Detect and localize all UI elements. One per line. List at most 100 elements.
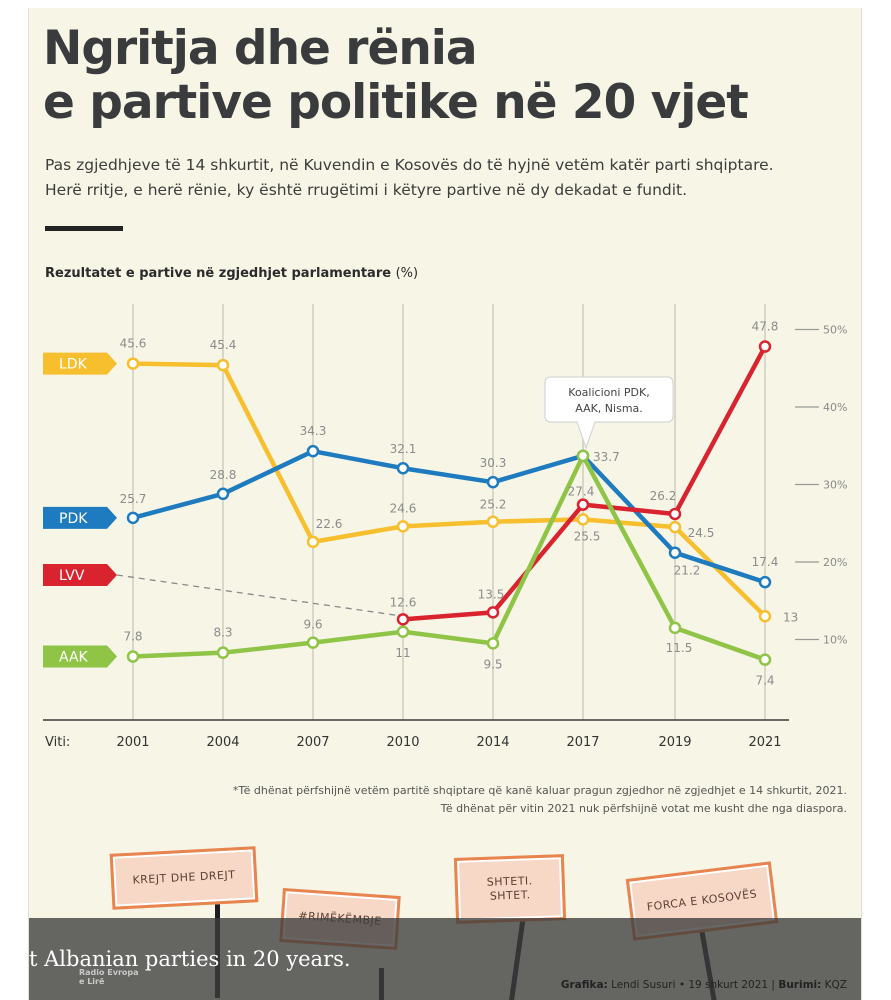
- data-point-lvv: [758, 340, 772, 353]
- infographic-frame: Ngritja dhe rënia e partive politike në …: [28, 8, 862, 1000]
- data-label-ldk: 13: [783, 610, 798, 624]
- data-label-ldk: 25.5: [574, 529, 601, 543]
- y-tick-label: 30%: [823, 479, 847, 492]
- data-point-pdk: [306, 444, 320, 458]
- x-tick-label: 2001: [116, 735, 149, 750]
- series-tag-pdk: [43, 506, 117, 529]
- data-point-lvv: [396, 613, 410, 626]
- data-label-pdk: 30.3: [480, 456, 507, 470]
- y-tick-label: 20%: [823, 556, 847, 569]
- line-chart: 10% 20% 30% 40% 50% Viti: 2001 2004 2007 2010 2014…: [43, 304, 847, 750]
- y-tick-label: 10%: [823, 634, 847, 647]
- data-label-pdk: 21.2: [674, 564, 701, 578]
- sign-text: KREJT DHE DREJT: [132, 868, 236, 887]
- data-point-aak: [306, 636, 320, 649]
- series-line-aak: [130, 453, 768, 662]
- x-tick-label: 2004: [206, 735, 239, 750]
- photo-caption-bar: t Albanian parties in 20 years. Radio Ev…: [29, 918, 861, 1000]
- data-point-pdk: [216, 487, 230, 501]
- subtitle-line-1: Pas zgjedhjeve të 14 shkurtit, në Kuvend…: [45, 156, 774, 174]
- data-point-pdk: [486, 475, 500, 489]
- data-point-ldk: [306, 535, 320, 549]
- series-tag-label-lvv: LVV: [59, 568, 85, 584]
- data-point-aak: [758, 653, 772, 666]
- data-label-aak: 8.3: [213, 626, 232, 640]
- series-line-ldk: [130, 361, 768, 619]
- data-label-ldk: 24.5: [688, 526, 715, 540]
- credit-label-graphics: Grafika:: [560, 979, 608, 991]
- data-label-pdk: 25.7: [120, 492, 147, 506]
- series-tag-aak: [43, 645, 117, 668]
- data-label-aak: 11.5: [666, 641, 693, 655]
- radio-evropa-e-lire-logo: Radio Evropa e Lirë: [79, 968, 139, 986]
- data-label-ldk: 45.4: [210, 338, 237, 352]
- x-tick-label: 2007: [296, 735, 329, 750]
- data-label-aak: 7.4: [755, 674, 774, 688]
- graphic-credit: Grafika: Lendi Susuri • 19 shkurt 2021 |…: [561, 979, 847, 991]
- subtitle: Pas zgjedhjeve të 14 shkurtit, në Kuvend…: [45, 153, 845, 203]
- data-point-pdk: [126, 511, 140, 525]
- data-point-pdk: [668, 546, 682, 559]
- x-axis-label: Viti:: [45, 735, 70, 750]
- y-tick-label: 40%: [823, 401, 847, 414]
- data-point-ldk: [216, 358, 230, 372]
- data-point-aak: [216, 646, 230, 659]
- data-point-aak: [668, 621, 682, 635]
- annotation-callout: [544, 376, 674, 450]
- data-point-aak: [126, 650, 140, 663]
- data-point-aak: [576, 449, 590, 463]
- sign-text: FORCA E KOSOVËS: [646, 887, 758, 914]
- x-tick-label: 2021: [748, 735, 781, 750]
- data-point-aak: [396, 625, 410, 638]
- data-point-pdk: [396, 461, 410, 475]
- data-label-aak: 9.6: [303, 618, 322, 632]
- data-point-ldk: [126, 357, 140, 370]
- footnote-line-1: *Të dhënat përfshijnë vetëm partitë shqi…: [232, 784, 847, 797]
- data-label-lvv: 13.5: [478, 587, 505, 601]
- footnote: *Të dhënat përfshijnë vetëm partitë shqi…: [233, 782, 847, 818]
- data-label-lvv: 27.4: [568, 485, 595, 499]
- credit-label-source: Burimi:: [778, 979, 822, 991]
- data-point-pdk: [758, 575, 772, 589]
- page-title: Ngritja dhe rënia e partive politike në …: [43, 22, 843, 130]
- data-label-lvv: 26.2: [650, 489, 677, 503]
- title-line-2: e partive politike në 20 vjet: [43, 75, 749, 130]
- title-divider: [45, 226, 123, 231]
- credit-value-graphics: Lendi Susuri • 19 shkurt 2021 |: [611, 979, 775, 991]
- annotation-text: Koalicioni PDK,: [568, 386, 649, 399]
- data-label-aak: 7.8: [123, 630, 142, 644]
- chart-heading-unit: (%): [395, 266, 419, 281]
- x-tick-label: 2017: [566, 735, 599, 750]
- data-point-ldk: [576, 513, 590, 526]
- credit-value-source: KQZ: [824, 979, 847, 991]
- series-tag-label-pdk: PDK: [59, 511, 88, 527]
- logo-line-1: Radio Evropa: [79, 968, 139, 977]
- data-label-pdk: 34.3: [300, 424, 327, 438]
- series-tag-label-ldk: LDK: [59, 357, 88, 373]
- data-point-lvv: [668, 507, 682, 521]
- title-line-1: Ngritja dhe rënia: [43, 21, 478, 76]
- x-tick-label: 2019: [658, 735, 691, 750]
- protest-sign: SHTETI. SHTET.: [453, 854, 567, 924]
- data-label-pdk: 17.4: [752, 555, 779, 569]
- data-point-ldk: [668, 520, 682, 534]
- footnote-line-2: Të dhënat për vitin 2021 nuk përfshijnë …: [440, 802, 847, 815]
- data-point-ldk: [758, 610, 772, 623]
- data-label-lvv: 12.6: [390, 595, 417, 609]
- data-label-pdk: 28.8: [210, 468, 237, 482]
- data-label-ldk: 45.6: [120, 337, 147, 351]
- data-point-ldk: [396, 520, 410, 533]
- series-line-pdk: [130, 448, 768, 585]
- x-tick-label: 2014: [476, 735, 509, 750]
- data-label-lvv: 47.8: [752, 320, 779, 334]
- photo-caption: t Albanian parties in 20 years.: [29, 947, 351, 971]
- lvv-dashed-connector: [116, 574, 398, 616]
- x-tick-label: 2010: [386, 735, 419, 750]
- series-tag-lvv: [43, 564, 117, 586]
- data-point-lvv: [486, 606, 500, 619]
- logo-line-2: e Lirë: [79, 977, 105, 986]
- data-label-ldk: 24.6: [390, 501, 417, 515]
- data-label-ldk: 25.2: [480, 498, 507, 512]
- data-label-pdk: 33.7: [593, 450, 620, 464]
- data-label-pdk: 32.1: [390, 442, 417, 456]
